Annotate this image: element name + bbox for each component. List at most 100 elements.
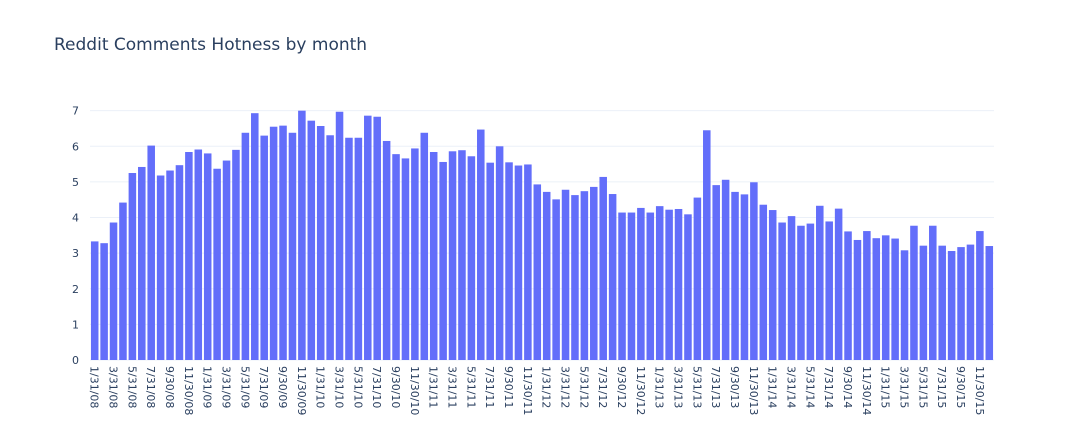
bar[interactable] (947, 251, 956, 360)
bar[interactable] (128, 173, 137, 360)
bar[interactable] (881, 235, 890, 360)
bar[interactable] (524, 164, 532, 360)
bar[interactable] (185, 152, 193, 360)
bar[interactable] (721, 179, 730, 360)
bar[interactable] (495, 146, 504, 360)
bar[interactable] (825, 221, 833, 360)
bar[interactable] (853, 239, 862, 360)
bar[interactable] (514, 165, 523, 360)
bar[interactable] (787, 216, 796, 360)
bar[interactable] (816, 205, 824, 360)
bar[interactable] (335, 111, 344, 360)
bar[interactable] (279, 125, 287, 360)
bar[interactable] (316, 126, 325, 360)
bar[interactable] (618, 212, 626, 360)
bar[interactable] (138, 166, 146, 360)
bar[interactable] (759, 204, 768, 360)
bar[interactable] (834, 208, 843, 360)
bar[interactable] (90, 241, 99, 360)
bar[interactable] (646, 212, 655, 360)
bar[interactable] (580, 191, 589, 360)
bar[interactable] (900, 250, 909, 360)
bar[interactable] (269, 126, 278, 361)
bar[interactable] (109, 222, 118, 360)
bar[interactable] (665, 209, 673, 360)
x-tick-label: 3/31/08 (107, 366, 120, 408)
bar[interactable] (684, 214, 692, 360)
bar[interactable] (599, 176, 607, 360)
bar[interactable] (119, 202, 127, 360)
bar[interactable] (373, 116, 381, 361)
bar[interactable] (288, 132, 297, 360)
bar[interactable] (222, 160, 231, 360)
bar[interactable] (627, 212, 636, 360)
bar[interactable] (891, 238, 899, 360)
bar[interactable] (477, 129, 485, 360)
bar[interactable] (307, 120, 316, 360)
bar[interactable] (420, 132, 429, 360)
bar[interactable] (703, 130, 711, 360)
bar[interactable] (712, 185, 720, 360)
bar[interactable] (844, 231, 852, 360)
bar[interactable] (147, 145, 155, 360)
bar[interactable] (298, 110, 306, 361)
bar[interactable] (929, 225, 937, 360)
bar[interactable] (241, 132, 250, 360)
bar[interactable] (768, 210, 777, 360)
bar[interactable] (467, 156, 476, 360)
bar[interactable] (326, 135, 334, 360)
bar[interactable] (533, 184, 542, 360)
bar[interactable] (797, 225, 805, 360)
bar[interactable] (213, 168, 221, 360)
bar[interactable] (778, 222, 786, 360)
bar[interactable] (750, 182, 758, 360)
bar[interactable] (364, 115, 372, 360)
bar[interactable] (655, 206, 664, 360)
bar[interactable] (166, 170, 174, 360)
bar[interactable] (571, 195, 579, 360)
bar[interactable] (486, 162, 494, 360)
bar[interactable] (448, 151, 457, 360)
bar[interactable] (354, 137, 363, 360)
bar[interactable] (966, 244, 975, 360)
x-tick-label: 9/30/11 (502, 366, 515, 408)
bar[interactable] (382, 140, 391, 360)
bar[interactable] (505, 162, 513, 360)
bar[interactable] (608, 194, 617, 360)
bar[interactable] (731, 191, 739, 360)
bar[interactable] (542, 191, 551, 360)
bar[interactable] (910, 225, 918, 360)
bar[interactable] (345, 137, 353, 360)
bar[interactable] (919, 245, 928, 360)
bar[interactable] (693, 197, 702, 360)
bar[interactable] (194, 149, 203, 360)
bar[interactable] (740, 194, 749, 360)
bar[interactable] (957, 247, 965, 360)
bar[interactable] (863, 231, 871, 360)
bar[interactable] (203, 153, 212, 360)
bar[interactable] (251, 113, 259, 361)
bar[interactable] (429, 152, 438, 360)
bar[interactable] (458, 150, 466, 360)
bar[interactable] (392, 154, 400, 360)
bar[interactable] (938, 245, 946, 360)
bar[interactable] (100, 243, 108, 360)
bar[interactable] (872, 238, 881, 360)
bar[interactable] (985, 246, 994, 360)
bar[interactable] (232, 149, 240, 360)
bar[interactable] (411, 148, 419, 360)
bar[interactable] (806, 223, 815, 360)
bar[interactable] (552, 199, 560, 360)
bar[interactable] (260, 135, 268, 360)
bar[interactable] (439, 161, 447, 360)
x-tick-label: 11/30/14 (860, 366, 873, 415)
bar[interactable] (637, 207, 645, 360)
bar[interactable] (976, 231, 984, 360)
bar[interactable] (561, 189, 570, 360)
x-tick-label: 7/31/15 (935, 366, 948, 408)
bar[interactable] (590, 186, 598, 360)
bar[interactable] (401, 158, 410, 360)
bar[interactable] (156, 175, 165, 360)
bar[interactable] (674, 208, 683, 360)
bar[interactable] (175, 165, 184, 360)
